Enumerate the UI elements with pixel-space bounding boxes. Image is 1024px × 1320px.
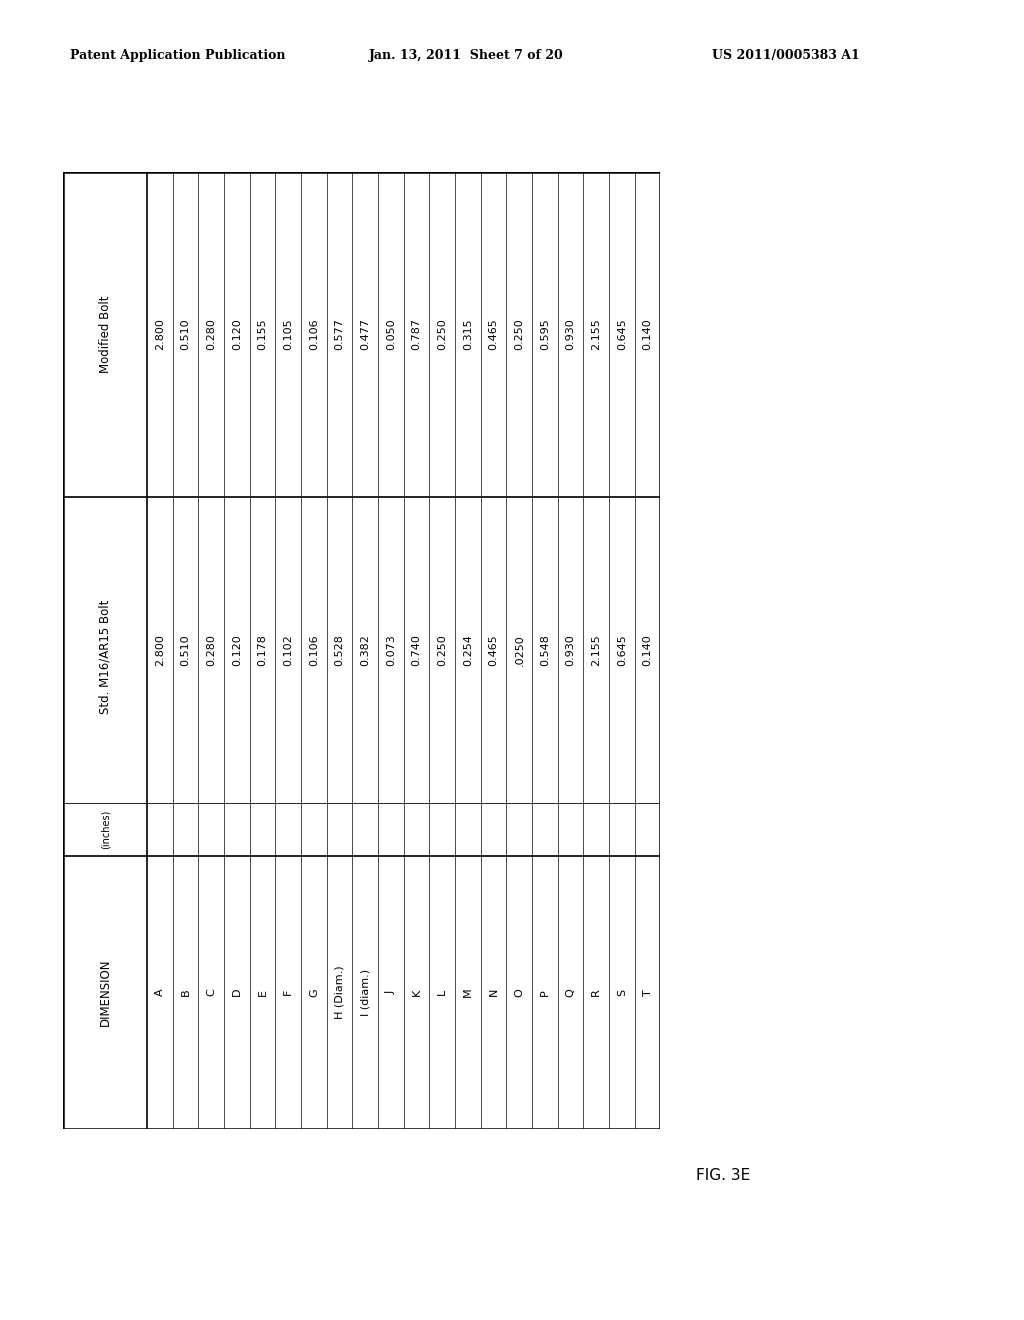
Text: E: E (258, 989, 267, 995)
Text: 0.465: 0.465 (488, 318, 499, 350)
Text: 0.102: 0.102 (284, 634, 293, 667)
Text: I (diam.): I (diam.) (360, 969, 371, 1016)
Text: 0.250: 0.250 (437, 318, 447, 350)
Text: 0.645: 0.645 (617, 318, 627, 350)
Text: 0.155: 0.155 (258, 318, 267, 350)
Text: 0.510: 0.510 (180, 318, 190, 350)
Text: 0.050: 0.050 (386, 318, 396, 350)
Text: 0.528: 0.528 (335, 634, 345, 667)
Text: 0.250: 0.250 (514, 318, 524, 350)
Text: 0.250: 0.250 (437, 634, 447, 667)
Text: (inches): (inches) (100, 810, 111, 849)
Text: Modified Bolt: Modified Bolt (98, 296, 112, 374)
Text: K: K (412, 989, 422, 995)
Text: 0.106: 0.106 (309, 635, 318, 665)
Text: FIG. 3E: FIG. 3E (696, 1168, 751, 1183)
Text: A: A (155, 989, 165, 997)
Text: 0.465: 0.465 (488, 634, 499, 667)
Text: Std. M16/AR15 Bolt: Std. M16/AR15 Bolt (98, 601, 112, 714)
Text: DIMENSION: DIMENSION (98, 958, 112, 1026)
Text: 2.155: 2.155 (591, 634, 601, 667)
Text: 0.645: 0.645 (617, 634, 627, 667)
Text: 2.155: 2.155 (591, 318, 601, 350)
Text: 0.477: 0.477 (360, 318, 371, 350)
Text: O: O (514, 987, 524, 997)
Text: 0.105: 0.105 (284, 318, 293, 350)
Text: 0.740: 0.740 (412, 634, 422, 667)
Text: Patent Application Publication: Patent Application Publication (70, 49, 285, 62)
Text: R: R (591, 989, 601, 997)
Text: Q: Q (565, 987, 575, 997)
Text: N: N (488, 989, 499, 997)
Text: 0.787: 0.787 (412, 318, 422, 350)
Text: B: B (180, 989, 190, 997)
Text: M: M (463, 987, 473, 997)
Text: 0.595: 0.595 (540, 318, 550, 350)
Text: 0.254: 0.254 (463, 634, 473, 667)
Text: J: J (386, 990, 396, 994)
Text: G: G (309, 987, 318, 997)
Text: 0.073: 0.073 (386, 634, 396, 667)
Text: 0.106: 0.106 (309, 318, 318, 350)
Text: F: F (284, 989, 293, 995)
Text: 0.280: 0.280 (206, 634, 216, 667)
Text: 2.800: 2.800 (155, 318, 165, 350)
Text: 0.140: 0.140 (643, 634, 652, 667)
Text: 0.510: 0.510 (180, 635, 190, 665)
Text: H (Diam.): H (Diam.) (335, 965, 345, 1019)
Text: L: L (437, 989, 447, 995)
Text: 0.120: 0.120 (231, 318, 242, 350)
Text: 0.280: 0.280 (206, 318, 216, 350)
Text: D: D (231, 987, 242, 997)
Text: S: S (617, 989, 627, 995)
Text: 0.178: 0.178 (258, 634, 267, 667)
Text: 0.315: 0.315 (463, 318, 473, 350)
Text: P: P (540, 989, 550, 995)
Text: 0.577: 0.577 (335, 318, 345, 350)
Text: C: C (206, 989, 216, 997)
Text: 0.930: 0.930 (565, 318, 575, 350)
Text: 0.930: 0.930 (565, 634, 575, 667)
Text: 0.120: 0.120 (231, 634, 242, 667)
Text: 0.548: 0.548 (540, 634, 550, 667)
Text: 2.800: 2.800 (155, 634, 165, 667)
Text: T: T (643, 989, 652, 995)
Text: Jan. 13, 2011  Sheet 7 of 20: Jan. 13, 2011 Sheet 7 of 20 (369, 49, 563, 62)
Text: 0.140: 0.140 (643, 318, 652, 350)
Text: 0.382: 0.382 (360, 634, 371, 667)
Text: US 2011/0005383 A1: US 2011/0005383 A1 (712, 49, 859, 62)
Text: .0250: .0250 (514, 634, 524, 667)
